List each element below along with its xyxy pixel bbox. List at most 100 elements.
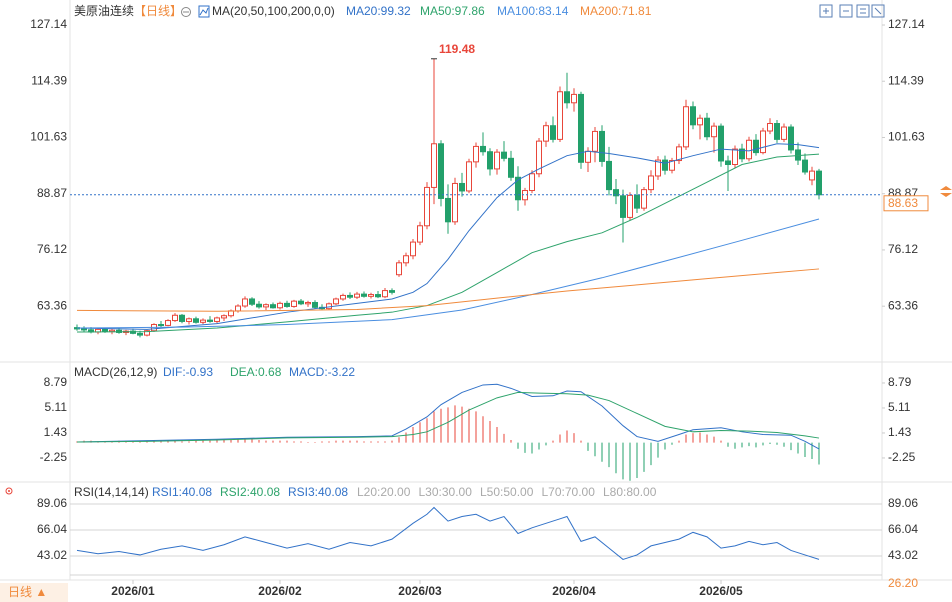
settings-button[interactable] — [856, 4, 870, 18]
symbol-title: 美原油连续 — [74, 3, 134, 18]
x-tick-label: 2026/04 — [552, 584, 596, 598]
candle-body — [599, 130, 605, 162]
y-tick-label-left: 76.12 — [37, 242, 67, 256]
candle-body — [270, 304, 276, 309]
high-annotation: 119.48 — [439, 42, 475, 56]
last-price-label: 88.63 — [888, 196, 918, 210]
y-tick-label-left: 89.06 — [37, 496, 67, 510]
candle-body — [172, 314, 178, 322]
series-line — [76, 218, 820, 329]
candle-body — [186, 318, 192, 322]
candle-body — [382, 290, 388, 298]
candle-body — [711, 125, 717, 138]
candle-body — [445, 197, 451, 223]
candle-body — [634, 194, 640, 209]
toolbar — [819, 4, 885, 18]
legend-entry: MA200:71.81 — [580, 4, 652, 18]
fullscreen-button[interactable] — [871, 4, 885, 18]
candle-body — [641, 189, 647, 209]
candle-body — [655, 159, 661, 177]
y-tick-label-right: 114.39 — [888, 73, 924, 87]
candle-body — [788, 126, 794, 151]
candle-body — [207, 319, 213, 322]
candle-body — [669, 160, 675, 171]
price-arrow — [940, 193, 952, 197]
y-tick-label-left: 1.43 — [44, 425, 68, 439]
collapse-icon[interactable] — [181, 7, 191, 17]
series-line — [76, 153, 820, 333]
candle-body — [536, 140, 542, 175]
candle-body — [361, 293, 367, 297]
x-tick-label: 2026/02 — [258, 584, 302, 598]
y-tick-label-left: 63.36 — [37, 298, 67, 312]
candle-body — [396, 262, 402, 276]
zoom-in-button[interactable] — [819, 4, 833, 18]
candle-body — [221, 315, 227, 319]
candle-body — [277, 302, 283, 309]
candle-body — [431, 143, 437, 188]
candle-body — [291, 300, 297, 307]
candle-body — [585, 150, 591, 163]
y-tick-label-left: 114.39 — [31, 73, 67, 87]
y-tick-label-left: 5.11 — [45, 400, 68, 414]
period-label[interactable]: 【日线】 — [134, 4, 182, 18]
legend-entry: MA50:97.86 — [420, 4, 485, 18]
candle-body — [312, 301, 318, 308]
candle-body — [438, 143, 444, 199]
rsi-title: RSI(14,14,14) — [74, 485, 149, 499]
candle-body — [249, 298, 255, 305]
candle-body — [739, 148, 745, 160]
candle-body — [473, 145, 479, 163]
rsi-icon[interactable] — [5, 487, 13, 495]
candle-body — [620, 195, 626, 218]
series-line — [76, 506, 820, 561]
candle-body — [256, 303, 262, 308]
level-label: L80:80.00 — [603, 485, 657, 499]
y-tick-label-left: 127.14 — [30, 17, 67, 31]
y-tick-label-left: 43.02 — [37, 548, 67, 562]
indicator-label[interactable]: MA(20,50,100,200,0,0) — [212, 4, 335, 18]
y-tick-label-left: 88.87 — [37, 186, 67, 200]
y-tick-label-right: 8.79 — [888, 375, 912, 389]
zoom-out-button[interactable] — [839, 4, 853, 18]
candle-body — [480, 145, 486, 153]
candle-body — [494, 151, 500, 170]
legend-entry: RSI1:40.08 — [152, 485, 212, 499]
candle-body — [529, 173, 535, 192]
candle-body — [578, 93, 584, 163]
candle-body — [774, 123, 780, 140]
candle-body — [802, 159, 808, 173]
candle-body — [298, 300, 304, 305]
period-tab-label[interactable]: 日线 ▲ — [8, 585, 47, 599]
indicator-icon[interactable] — [198, 5, 210, 18]
candle-body — [305, 301, 311, 305]
y-tick-label-right: 5.11 — [888, 400, 911, 414]
level-label: L20:20.00 — [357, 485, 411, 499]
candle-body — [158, 324, 164, 327]
y-tick-label-right: -2.25 — [888, 450, 916, 464]
legend-entry: MACD:-3.22 — [289, 365, 355, 379]
candle-body — [368, 294, 374, 297]
candle-body — [676, 146, 682, 162]
icon-stroke — [874, 7, 882, 15]
candle-body — [746, 139, 752, 160]
indicator-icon — [199, 7, 209, 16]
icon-stroke — [5, 487, 13, 495]
candle-body — [648, 175, 654, 191]
candle-body — [487, 151, 493, 170]
icon-stroke — [8, 490, 10, 492]
legend-entry: RSI3:40.08 — [288, 485, 348, 499]
candle-body — [809, 170, 815, 181]
candle-body — [571, 93, 577, 104]
legend-entry: DEA:0.68 — [230, 365, 282, 379]
candle-body — [781, 126, 787, 140]
period-tab[interactable] — [0, 583, 68, 602]
series-line — [76, 268, 820, 312]
candle-body — [564, 91, 570, 104]
candle-body — [179, 314, 185, 322]
candle-body — [753, 139, 759, 154]
candle-body — [683, 106, 689, 148]
level-label: L30:30.00 — [419, 485, 473, 499]
y-tick-label-right: 89.06 — [888, 496, 918, 510]
